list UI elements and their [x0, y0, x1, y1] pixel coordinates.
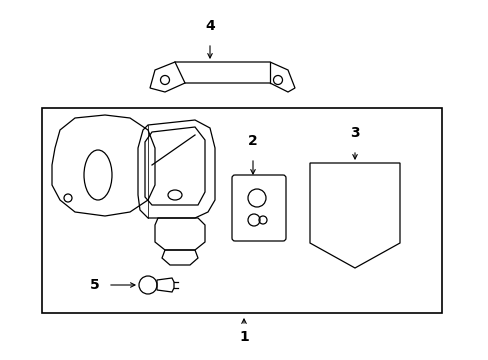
- Text: 5: 5: [90, 278, 100, 292]
- Text: 3: 3: [349, 126, 359, 140]
- Text: 1: 1: [239, 330, 248, 344]
- Text: 4: 4: [204, 19, 214, 33]
- Bar: [42, 108, 441, 313]
- Text: 2: 2: [247, 134, 257, 148]
